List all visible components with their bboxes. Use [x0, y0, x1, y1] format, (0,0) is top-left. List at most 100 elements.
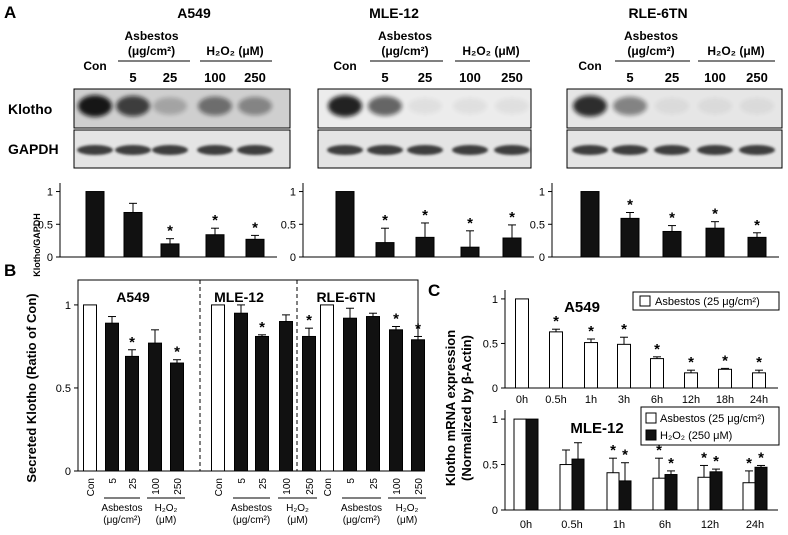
x-tick-label: 0.5h — [561, 519, 582, 531]
significance-star: * — [415, 320, 421, 337]
klotho-band — [368, 96, 402, 116]
h2o2-header: H₂O₂ (μM) — [707, 44, 764, 58]
bar — [705, 227, 725, 258]
bar — [618, 480, 632, 511]
y-tick-label: 0.5 — [530, 219, 545, 231]
group-title-mle12: MLE-12 — [369, 5, 419, 21]
lane-dose-label: 25 — [418, 70, 432, 85]
bar — [234, 312, 248, 472]
y-tick-label: 0.5 — [38, 219, 53, 231]
h2o2-unit: (μM) — [287, 515, 308, 526]
bar — [697, 476, 711, 511]
bar — [549, 331, 563, 389]
lane-label-con: Con — [83, 59, 106, 73]
lane-dose-label: 100 — [704, 70, 726, 85]
bar — [125, 355, 139, 472]
bar — [617, 343, 631, 389]
group-title-rle6tn: RLE-6TN — [628, 5, 687, 21]
y-tick-label: 0 — [539, 252, 545, 264]
panel-letter-a: A — [4, 3, 16, 22]
x-tick-label: 24h — [750, 394, 768, 406]
bar — [752, 372, 766, 389]
y-tick-label: 1 — [492, 414, 498, 426]
klotho-band — [116, 95, 150, 117]
gapdh-band — [407, 145, 443, 155]
group-title: RLE-6TN — [316, 289, 375, 305]
gapdh-band — [452, 145, 488, 155]
klotho-band — [495, 97, 529, 115]
chart-title-mle12: MLE-12 — [570, 420, 623, 437]
klotho-band — [153, 97, 187, 115]
lane-dose-label: 250 — [244, 70, 266, 85]
x-tick-label: 250 — [414, 478, 425, 495]
blot-label-gapdh: GAPDH — [8, 141, 59, 157]
bar — [620, 217, 640, 258]
bar — [255, 335, 269, 472]
legend-swatch-h2o2 — [645, 429, 657, 441]
lane-dose-label: 5 — [381, 70, 388, 85]
legend-box — [640, 406, 780, 446]
asbestos-header: Asbestos — [624, 29, 678, 43]
significance-star: * — [422, 207, 428, 224]
significance-star: * — [654, 341, 660, 358]
x-tick-label: Con — [214, 478, 225, 496]
gapdh-band — [697, 145, 733, 155]
bar — [160, 243, 180, 258]
bar — [85, 191, 105, 258]
gapdh-band — [77, 145, 113, 155]
lane-dose-label: 25 — [665, 70, 679, 85]
significance-star: * — [722, 352, 728, 369]
h2o2-header: H₂O₂ (μM) — [462, 44, 519, 58]
h2o2-label: H₂O₂ — [155, 503, 178, 514]
lane-dose-label: 25 — [163, 70, 177, 85]
asbestos-unit: (μg/cm²) — [128, 44, 175, 58]
gapdh-band — [654, 145, 690, 155]
gapdh-band — [739, 145, 775, 155]
bar — [754, 466, 768, 511]
x-tick-label: 250 — [173, 478, 184, 495]
group-title: A549 — [116, 289, 150, 305]
lane-dose-label: 100 — [459, 70, 481, 85]
bar — [718, 368, 732, 389]
x-tick-label: Con — [323, 478, 334, 496]
klotho-band — [78, 95, 112, 117]
chart-a-0: 0 0.5 1 * * * — [38, 183, 277, 264]
y-tick-label: 0.5 — [56, 383, 71, 395]
lane-label-con: Con — [333, 59, 356, 73]
bar — [664, 474, 678, 511]
bar — [684, 372, 698, 389]
bar — [515, 298, 529, 389]
gapdh-band — [367, 145, 403, 155]
gapdh-band — [612, 145, 648, 155]
y-tick-label: 1 — [492, 294, 498, 306]
asbestos-header: Asbestos — [124, 29, 178, 43]
gapdh-band — [327, 145, 363, 155]
asbestos-label: Asbestos — [101, 503, 142, 514]
group-title: MLE-12 — [214, 289, 264, 305]
significance-star: * — [509, 209, 515, 226]
group-title-a549: A549 — [177, 5, 211, 21]
panel-a-bar-charts: 0 0.5 1 * * * 0 0.5 1 * * * * 0 0.5 1 * * * * — [38, 183, 779, 264]
panel-a-western-blots — [73, 88, 783, 169]
h2o2-label: H₂O₂ — [396, 503, 419, 514]
bar — [652, 477, 666, 511]
lane-dose-label: 250 — [501, 70, 523, 85]
significance-star: * — [174, 344, 180, 361]
bar — [343, 317, 357, 472]
gapdh-band — [115, 145, 151, 155]
x-tick-label: 12h — [701, 519, 719, 531]
significance-star: * — [588, 323, 594, 340]
significance-star: * — [306, 312, 312, 329]
bar — [211, 304, 225, 472]
x-tick-label: 25 — [258, 478, 269, 490]
chart-title-a549: A549 — [564, 299, 600, 316]
lane-dose-label: 5 — [626, 70, 633, 85]
significance-star: * — [713, 453, 719, 470]
gapdh-band — [197, 145, 233, 155]
legend-label-asbestos: Asbestos (25 μg/cm²) — [660, 413, 765, 425]
chart-a-1: 0 0.5 1 * * * * — [281, 183, 534, 264]
asbestos-unit: (μg/cm²) — [233, 515, 270, 526]
klotho-band — [198, 96, 232, 116]
panel-letter-b: B — [4, 261, 16, 280]
